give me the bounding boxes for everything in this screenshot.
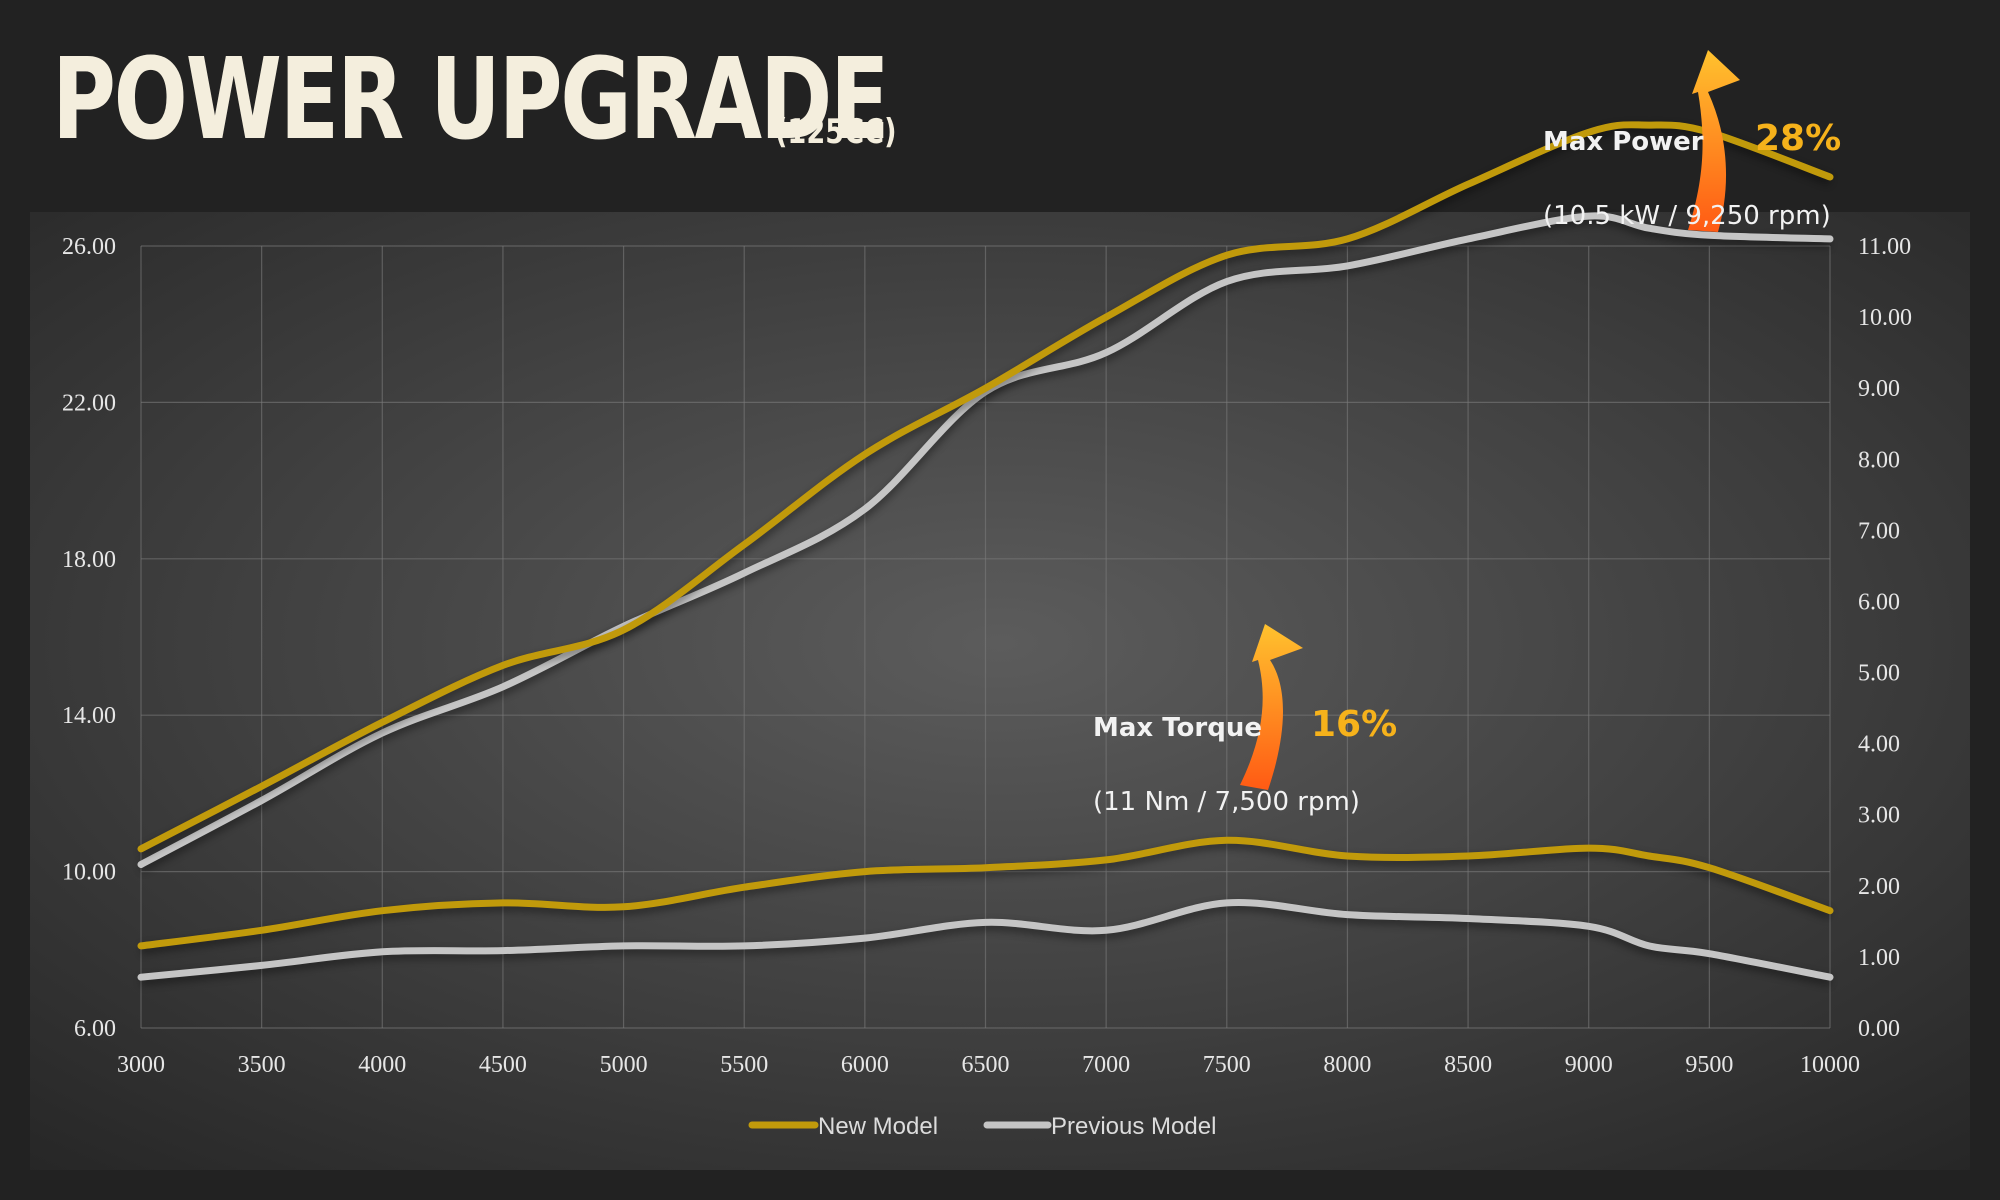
x-tick-label-6500: 6500	[962, 1052, 1010, 1078]
x-tick-label-5000: 5000	[600, 1052, 648, 1078]
y-right-tick-label-3.00: 3.00	[1858, 803, 1900, 829]
y-left-tick-label-26.00: 26.00	[62, 234, 116, 260]
x-tick-label-9000: 9000	[1565, 1052, 1613, 1078]
y-right-tick-label-6.00: 6.00	[1858, 589, 1900, 615]
x-tick-label-3000: 3000	[117, 1052, 165, 1078]
series-line-new-model-torque	[137, 836, 1834, 950]
axes: 3000 3500 4000 4500 5000 5500 6000 6500 7000 7500…	[62, 234, 1912, 1078]
y-left-tick-label-14.00: 14.00	[62, 703, 116, 729]
y-right-tick-label-8.00: 8.00	[1858, 447, 1900, 473]
x-tick-label-10000: 10000	[1800, 1052, 1860, 1078]
torque-detail: (11 Nm / 7,500 rpm)	[1093, 787, 1360, 817]
x-tick-label-9500: 9500	[1685, 1052, 1733, 1078]
y-right-tick-label-11.00: 11.00	[1858, 234, 1911, 260]
x-tick-label-4000: 4000	[358, 1052, 406, 1078]
x-tick-label-6000: 6000	[841, 1052, 889, 1078]
x-tick-label-8000: 8000	[1323, 1052, 1371, 1078]
power-arrow-icon	[1688, 50, 1740, 232]
x-tick-label-3500: 3500	[238, 1052, 286, 1078]
series-line-previous-model-torque	[137, 899, 1834, 981]
power-label: Max Power	[1543, 127, 1704, 157]
y-right-tick-label-1.00: 1.00	[1858, 945, 1900, 971]
max-power-annotation: Max Power 28% (10.5 kW / 9,250 rpm)	[1543, 50, 1841, 232]
x-tick-label-7500: 7500	[1203, 1052, 1251, 1078]
torque-arrow-icon	[1240, 624, 1303, 790]
power-percent: 28%	[1755, 118, 1841, 159]
y-right-tick-label-9.00: 9.00	[1858, 376, 1900, 402]
torque-label: Max Torque	[1093, 713, 1262, 743]
y-right-tick-label-7.00: 7.00	[1858, 518, 1900, 544]
y-left-tick-label-18.00: 18.00	[62, 547, 116, 573]
x-tick-label-5500: 5500	[720, 1052, 768, 1078]
series	[137, 121, 1834, 986]
chart-background	[30, 212, 1970, 1170]
grid	[140, 245, 1831, 1029]
max-torque-annotation: Max Torque 16% (11 Nm / 7,500 rpm)	[1093, 624, 1397, 817]
legend-label-previous-model: Previous Model	[1051, 1113, 1216, 1140]
page-subtitle: (125CC)	[775, 112, 897, 152]
power-detail: (10.5 kW / 9,250 rpm)	[1543, 201, 1831, 231]
y-right-tick-label-2.00: 2.00	[1858, 874, 1900, 900]
series-line-new-model-power	[137, 121, 1834, 853]
series-shadow-previous-model-torque	[140, 902, 1831, 986]
series-shadow-new-model-torque	[140, 839, 1832, 955]
y-right-tick-label-0.00: 0.00	[1858, 1016, 1900, 1042]
torque-percent: 16%	[1311, 704, 1397, 745]
page-title: POWER UPGRADE	[52, 35, 890, 165]
y-left-tick-label-10.00: 10.00	[62, 860, 116, 886]
x-tick-label-8500: 8500	[1444, 1052, 1492, 1078]
x-tick-label-4500: 4500	[479, 1052, 527, 1078]
y-left-tick-label-6.00: 6.00	[74, 1016, 116, 1042]
x-tick-label-7000: 7000	[1082, 1052, 1130, 1078]
legend: New Model Previous Model	[748, 1113, 1216, 1140]
y-right-tick-label-4.00: 4.00	[1858, 732, 1900, 758]
y-right-tick-label-10.00: 10.00	[1858, 305, 1912, 331]
y-right-tick-label-5.00: 5.00	[1858, 661, 1900, 687]
legend-label-new-model: New Model	[818, 1113, 938, 1140]
y-left-tick-label-22.00: 22.00	[62, 390, 116, 416]
